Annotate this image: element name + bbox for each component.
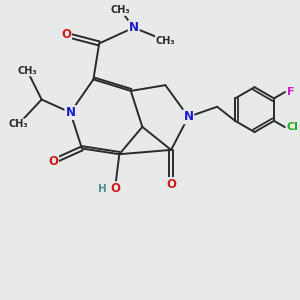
Text: CH₃: CH₃ <box>17 66 37 76</box>
Text: O: O <box>48 155 58 168</box>
Text: N: N <box>183 110 194 123</box>
Text: N: N <box>129 21 139 34</box>
Text: H: H <box>98 184 106 194</box>
Text: CH₃: CH₃ <box>155 36 175 46</box>
Text: CH₃: CH₃ <box>9 119 28 129</box>
Text: Cl: Cl <box>286 122 298 132</box>
Text: N: N <box>65 106 75 119</box>
Text: O: O <box>166 178 176 191</box>
Text: O: O <box>110 182 120 195</box>
Text: F: F <box>286 87 294 97</box>
Text: O: O <box>61 28 71 41</box>
Text: CH₃: CH₃ <box>111 5 130 15</box>
